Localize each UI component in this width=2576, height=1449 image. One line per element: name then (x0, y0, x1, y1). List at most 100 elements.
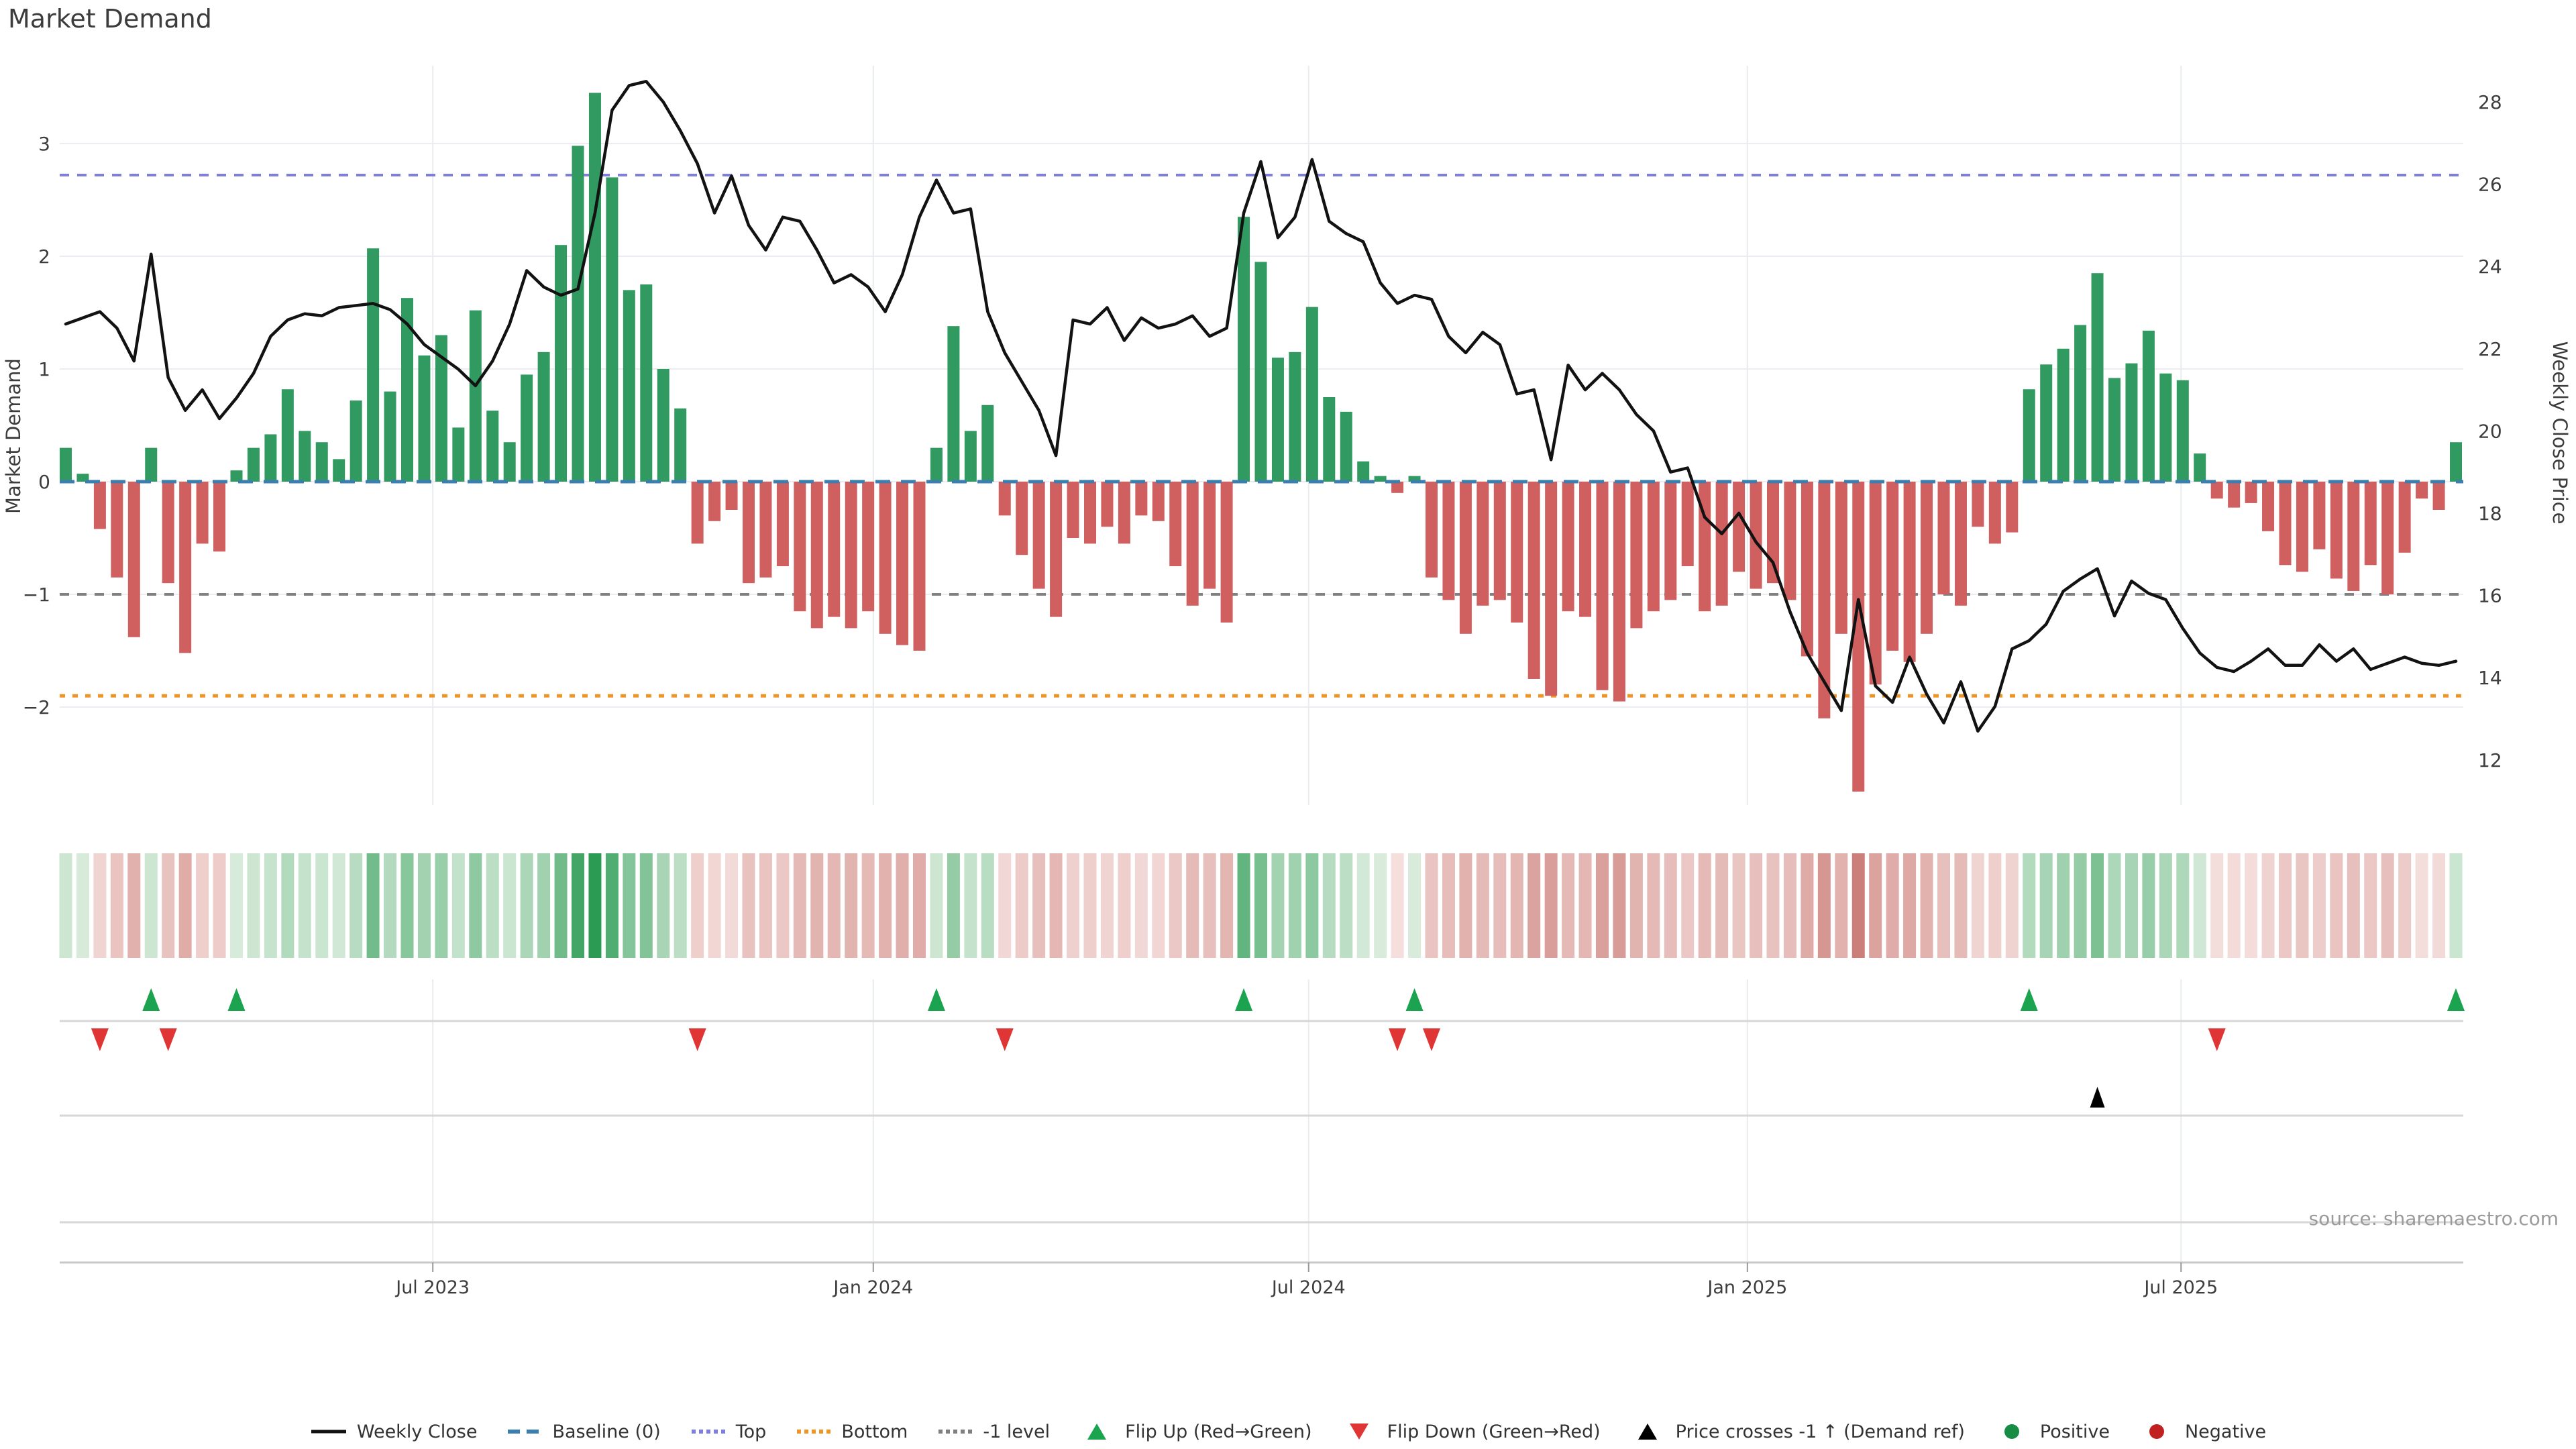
demand-bar (299, 431, 311, 482)
heatmap-cell (1169, 853, 1182, 958)
right-axis-tick: 14 (2478, 667, 2502, 689)
demand-bar (930, 447, 943, 482)
demand-bar (1067, 482, 1079, 538)
right-axis-label: Weekly Close Price (2548, 341, 2571, 525)
triangle-down-icon (1349, 1424, 1368, 1440)
demand-bar (2262, 482, 2275, 531)
heatmap-cell (213, 853, 226, 958)
left-axis-tick: 3 (38, 133, 50, 155)
heatmap-cell (2039, 853, 2053, 958)
demand-bar (1391, 482, 1404, 493)
heatmap-cell (1835, 853, 1848, 958)
demand-bar (2279, 482, 2292, 566)
heatmap-cell (1681, 853, 1695, 958)
demand-bar (2125, 363, 2138, 482)
legend-item: Baseline (0) (505, 1421, 661, 1442)
demand-bar (2210, 482, 2223, 499)
x-axis-tick-label: Jul 2024 (1271, 1277, 1346, 1298)
legend-item: Price crosses -1 ↑ (Demand ref) (1629, 1421, 1965, 1442)
demand-bar (1374, 476, 1387, 482)
heatmap-cell (1801, 853, 1814, 958)
heatmap-cell (1083, 853, 1097, 958)
legend-item: Bottom (794, 1421, 908, 1442)
heatmap-cell (588, 853, 602, 958)
heatmap-cell (1356, 853, 1370, 958)
demand-bar (350, 400, 362, 482)
demand-bar (2176, 380, 2189, 482)
demand-bar (1340, 411, 1352, 482)
heatmap-cell (1647, 853, 1660, 958)
demand-bar (1511, 482, 1523, 623)
heatmap-cell (2279, 853, 2292, 958)
demand-bar (2450, 442, 2462, 482)
flip-down-marker (688, 1028, 706, 1051)
heatmap-cell (298, 853, 311, 958)
heatmap-cell (1596, 853, 1609, 958)
demand-bar (2245, 482, 2257, 503)
heatmap-cell (1476, 853, 1489, 958)
demand-bar (1613, 482, 1625, 702)
demand-bar (1869, 482, 1882, 685)
demand-bar (1118, 482, 1130, 544)
heatmap-cell (1271, 853, 1285, 958)
heatmap-cell (1715, 853, 1729, 958)
legend-item-label: Top (735, 1421, 767, 1442)
heatmap-cell (1288, 853, 1301, 958)
heatmap-cell (1340, 853, 1353, 958)
demand-bar (1426, 482, 1438, 578)
legend-item-label: Negative (2184, 1421, 2267, 1442)
heatmap-cell (998, 853, 1012, 958)
heatmap-cell (2227, 853, 2241, 958)
heatmap-cell (1750, 853, 1763, 958)
demand-bar (2159, 373, 2172, 482)
legend-item-label: Positive (2039, 1421, 2110, 1442)
demand-bar (776, 482, 789, 566)
demand-bar (1289, 352, 1301, 482)
demand-bar (264, 434, 277, 482)
demand-bar (1699, 482, 1711, 612)
demand-bar (2381, 482, 2394, 594)
heatmap-cell (2296, 853, 2309, 958)
demand-bar (1101, 482, 1114, 527)
heatmap-cell (247, 853, 260, 958)
heatmap-cell (366, 853, 380, 958)
demand-bar (1238, 217, 1250, 482)
heatmap-cell (1971, 853, 1984, 958)
demand-bar (691, 482, 704, 544)
demand-bar (2194, 453, 2206, 482)
heatmap-cell (486, 853, 499, 958)
heatmap-cell (400, 853, 414, 958)
heatmap-cell (2210, 853, 2224, 958)
heatmap-cell (1134, 853, 1148, 958)
heatmap-cell (793, 853, 806, 958)
demand-bar (845, 482, 857, 629)
heatmap-cell (2261, 853, 2275, 958)
demand-bar (230, 470, 243, 482)
demand-bar (1886, 482, 1899, 651)
heatmap-cell (2245, 853, 2258, 958)
heatmap-cell (2023, 853, 2036, 958)
heatmap-cell (1664, 853, 1677, 958)
demand-bar (1630, 482, 1643, 629)
triangle-up-icon (1638, 1424, 1657, 1440)
heatmap-cell (1766, 853, 1780, 958)
heatmap-cell (1544, 853, 1558, 958)
heatmap-cell (1152, 853, 1165, 958)
demand-bar (555, 245, 568, 482)
heatmap-cell (879, 853, 892, 958)
demand-bar (998, 482, 1011, 516)
heatmap-cell (1527, 853, 1541, 958)
demand-bar (1323, 397, 1336, 482)
heatmap-cell (1049, 853, 1063, 958)
heatmap-cell (520, 853, 533, 958)
legend-item: Weekly Close (310, 1421, 477, 1442)
heatmap-cell (759, 853, 772, 958)
heatmap-cell (1015, 853, 1028, 958)
demand-bar (964, 431, 977, 482)
heatmap-cell (2381, 853, 2394, 958)
flip-down-marker (1389, 1028, 1407, 1051)
demand-bar (1681, 482, 1694, 566)
heatmap-cell (1698, 853, 1711, 958)
demand-bar (145, 447, 158, 482)
demand-bar (947, 326, 960, 482)
